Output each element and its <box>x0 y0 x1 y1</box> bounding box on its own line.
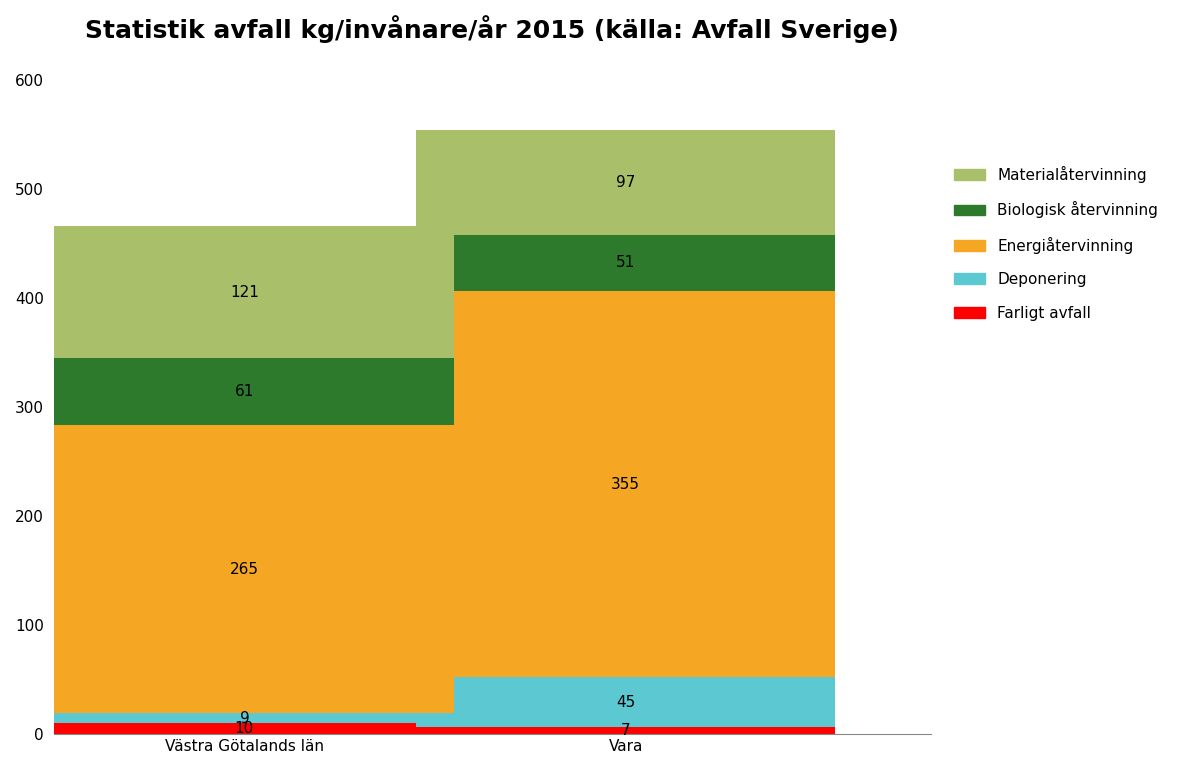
Text: 9: 9 <box>240 711 249 726</box>
Text: 97: 97 <box>616 175 636 190</box>
Text: 45: 45 <box>616 694 635 710</box>
Text: 7: 7 <box>621 723 630 737</box>
Bar <box>34 358 454 424</box>
Text: 121: 121 <box>230 285 258 300</box>
Text: 61: 61 <box>235 384 254 399</box>
Bar <box>417 727 835 734</box>
Bar <box>417 677 835 727</box>
Title: Statistik avfall kg/invånare/år 2015 (källa: Avfall Sverige): Statistik avfall kg/invånare/år 2015 (kä… <box>85 15 899 43</box>
Text: 355: 355 <box>611 477 641 491</box>
Bar <box>417 129 835 235</box>
Bar <box>34 227 454 358</box>
Text: 51: 51 <box>616 255 635 271</box>
Bar <box>417 235 835 291</box>
Bar <box>34 724 454 734</box>
Text: 10: 10 <box>235 721 254 736</box>
Bar <box>34 424 454 714</box>
Text: 265: 265 <box>230 561 258 577</box>
Bar <box>34 714 454 724</box>
Legend: Materialåtervinning, Biologisk återvinning, Energiåtervinning, Deponering, Farli: Materialåtervinning, Biologisk återvinni… <box>949 160 1165 327</box>
Bar <box>417 291 835 677</box>
